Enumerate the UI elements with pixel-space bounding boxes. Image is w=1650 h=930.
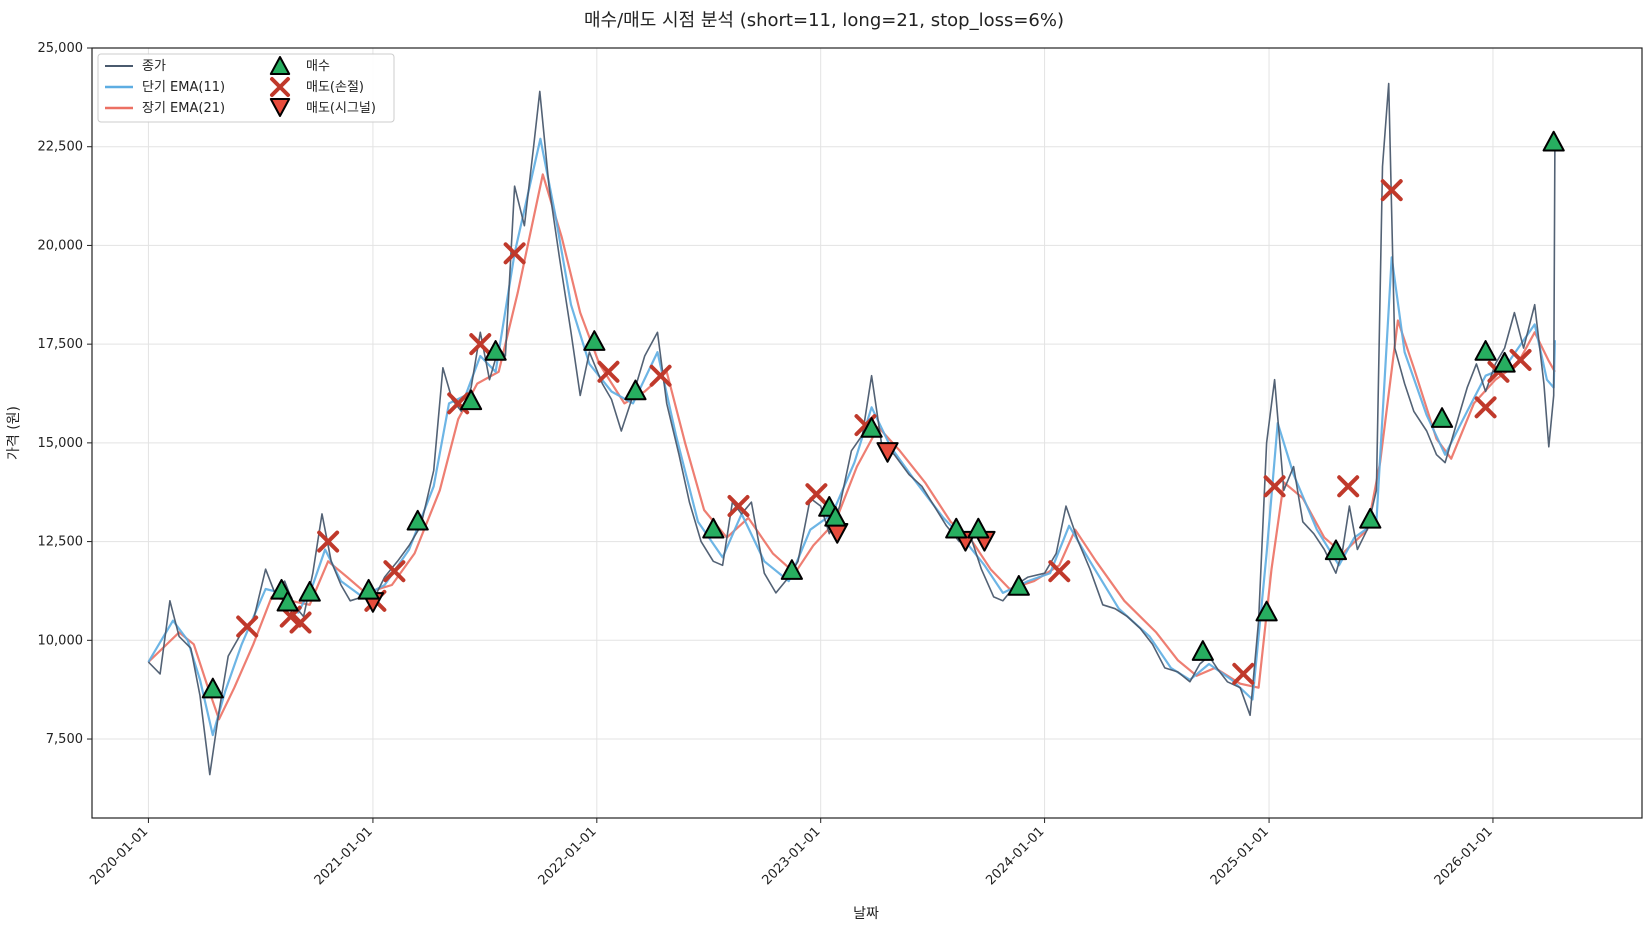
- legend-box: [97, 53, 395, 123]
- sell-stop-marker: [1474, 396, 1497, 419]
- sell-stop-marker: [1048, 560, 1071, 583]
- buy-marker: [201, 677, 224, 699]
- sell-stop-marker: [1380, 179, 1403, 202]
- buy-marker: [298, 580, 321, 602]
- sell-stop-marker: [503, 242, 526, 265]
- buy-marker: [1542, 130, 1565, 152]
- buy-marker: [276, 590, 299, 612]
- y-tick-label: 15,000: [38, 436, 84, 451]
- buy-marker: [1359, 507, 1382, 529]
- y-axis-label: 가격 (원): [6, 406, 22, 460]
- legend-close-label: 종가: [142, 59, 166, 74]
- legend-sell-stop-x-icon-shape: [270, 77, 290, 97]
- buy-marker: [1255, 600, 1278, 622]
- sell-stop-marker: [289, 611, 312, 634]
- y-tick-label: 17,500: [38, 337, 84, 352]
- buy-marker: [1007, 575, 1030, 596]
- x-tick-label: 2024-01-01: [983, 824, 1047, 888]
- x-axis-ticks: 2020-01-01 2021-01-01 2022-01-01 2023-01-01…: [87, 818, 1496, 888]
- x-tick-label: 2026-01-01: [1432, 824, 1496, 888]
- sell-stop-marker: [805, 483, 828, 506]
- sell-stop-marker: [727, 495, 750, 518]
- x-tick-label: 2025-01-01: [1208, 824, 1272, 888]
- chart-title: 매수/매도 시점 분석 (short=11, long=21, stop_los…: [584, 10, 1064, 31]
- sell-stop-marker: [469, 333, 492, 356]
- close-price-line: [147, 82, 1556, 776]
- buy-marker: [357, 578, 380, 600]
- y-tick-label: 10,000: [38, 633, 84, 648]
- plot-frame: [91, 47, 1643, 819]
- buy-marker: [860, 417, 883, 438]
- buy-marker: [1191, 640, 1214, 661]
- legend-sell-stop-label: 매도(손절): [306, 80, 364, 95]
- buy-marker: [824, 505, 847, 527]
- y-axis-ticks: 7,500 10,000 12,500 15,000 17,500 20,000 22,50…: [38, 41, 92, 747]
- sell-stop-marker: [236, 615, 259, 638]
- buy-marker: [1324, 539, 1348, 561]
- buy-marker: [583, 330, 606, 351]
- sell-signal-marker: [876, 442, 899, 463]
- y-tick-label: 20,000: [38, 238, 84, 253]
- legend: 종가 단기 EMA(11) 장기 EMA(21) 매수 매도(손절) 매도(시그…: [97, 53, 395, 123]
- x-tick-label: 2023-01-01: [759, 824, 823, 888]
- plot-area: [147, 82, 1565, 776]
- buy-marker: [702, 517, 725, 539]
- sell-stop-marker: [383, 560, 406, 583]
- y-tick-label: 22,500: [38, 140, 84, 155]
- sell-stop-marker: [317, 530, 340, 553]
- buy-marker: [484, 340, 507, 361]
- buy-marker: [1493, 351, 1516, 373]
- legend-sell-signal-triangle-icon-shape: [269, 98, 291, 117]
- legend-short-ema-label: 단기 EMA(11): [142, 80, 225, 95]
- legend-long-ema-label: 장기 EMA(21): [142, 101, 225, 116]
- sell-stop-marker: [1232, 662, 1255, 685]
- x-tick-label: 2020-01-01: [87, 824, 151, 888]
- buy-marker: [1430, 407, 1454, 428]
- buy-marker: [780, 559, 803, 580]
- legend-buy-label: 매수: [306, 59, 330, 74]
- legend-buy-triangle-icon-shape: [269, 56, 291, 75]
- buy-marker: [1474, 340, 1497, 361]
- legend-buy-triangle-icon: [269, 56, 291, 75]
- y-tick-label: 25,000: [38, 41, 84, 56]
- legend-sell-signal-label: 매도(시그널): [306, 101, 376, 116]
- sell-stop-marker: [1263, 475, 1286, 498]
- x-tick-label: 2022-01-01: [536, 824, 600, 888]
- y-tick-label: 12,500: [38, 535, 84, 550]
- sell-stop-marker: [1509, 348, 1532, 371]
- sell-stop-marker: [1337, 475, 1360, 498]
- buy-marker: [459, 389, 483, 411]
- long-ema-line: [147, 173, 1556, 721]
- short-ema-line: [147, 137, 1556, 737]
- legend-sell-signal-triangle-icon: [269, 98, 291, 117]
- buy-marker: [945, 517, 968, 539]
- sell-stop-marker: [649, 364, 672, 387]
- legend-sell-stop-x-icon: [270, 77, 290, 97]
- x-tick-label: 2021-01-01: [312, 824, 376, 888]
- buy-marker: [967, 517, 990, 539]
- buy-marker: [406, 509, 429, 531]
- sell-stop-marker: [597, 360, 620, 383]
- buy-marker: [624, 379, 647, 401]
- y-tick-label: 7,500: [46, 732, 83, 747]
- x-axis-label: 날짜: [853, 906, 879, 922]
